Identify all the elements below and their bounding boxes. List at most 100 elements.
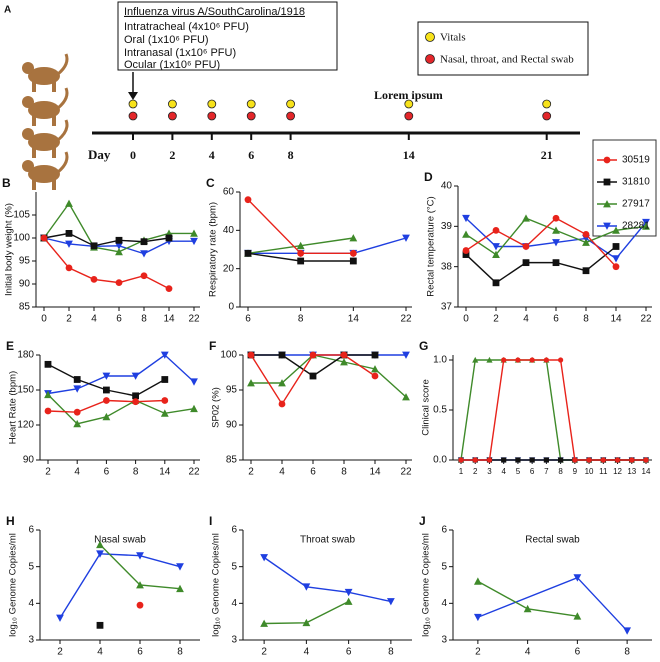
marker: [165, 234, 173, 242]
day-label: 4: [209, 148, 215, 162]
x-tick-label: 10: [585, 467, 594, 476]
marker: [309, 351, 317, 359]
series-line: [43, 237, 170, 290]
y-tick-label: 40: [223, 225, 235, 236]
x-tick-label: 14: [369, 467, 381, 478]
marker: [643, 457, 649, 463]
marker: [402, 234, 410, 242]
marker: [552, 259, 560, 267]
virus-label: Influenza virus A/SouthCarolina/1918: [124, 6, 305, 18]
x-tick-label: 22: [640, 314, 652, 325]
series-line: [43, 232, 170, 247]
x-tick-label: 14: [348, 314, 360, 325]
x-tick-label: 1: [459, 467, 464, 476]
swab-dot: [167, 111, 177, 121]
y-tick-label: 5: [231, 561, 237, 572]
vitals-dot: [246, 99, 256, 109]
marker: [102, 372, 111, 380]
marker: [65, 264, 73, 272]
route: Intranasal (1x10⁶ PFU): [124, 47, 236, 59]
marker: [612, 263, 620, 271]
marker: [161, 376, 169, 383]
marker: [190, 229, 198, 237]
x-tick-label: 22: [188, 467, 200, 478]
marker: [523, 604, 532, 613]
y-tick-label: 100: [13, 233, 30, 244]
marker: [344, 588, 353, 597]
x-tick-label: 13: [627, 467, 636, 476]
panel-letter: E: [6, 339, 14, 353]
marker: [344, 597, 353, 605]
x-tick-label: 2: [473, 467, 478, 476]
legend-label: 30519: [622, 155, 650, 166]
x-tick-label: 4: [74, 467, 80, 478]
monkeys: [22, 53, 69, 190]
series-line: [250, 354, 376, 406]
marker: [600, 457, 606, 463]
x-tick-label: 2: [66, 314, 72, 325]
marker: [44, 360, 52, 368]
legend-label: Nasal, throat, and Rectal swab: [440, 54, 574, 66]
marker: [612, 226, 620, 234]
swab-dot: [246, 111, 256, 121]
chart-title: Rectal swab: [525, 535, 580, 546]
marker: [371, 372, 379, 380]
x-tick-label: 8: [133, 467, 139, 478]
day-label: 2: [169, 148, 175, 162]
x-tick-label: 2: [475, 647, 481, 658]
series-line: [465, 217, 617, 268]
annotation: Lorem ipsum: [374, 88, 443, 102]
marker: [603, 200, 611, 208]
marker: [582, 231, 590, 238]
marker: [115, 279, 123, 287]
marker: [603, 222, 611, 230]
x-tick-label: 2: [261, 647, 267, 658]
day-label: 21: [541, 148, 553, 162]
x-tick-label: 0: [41, 314, 47, 325]
marker: [458, 457, 464, 463]
y-axis-label: log₁₀ Genome Copies/ml: [211, 533, 222, 637]
marker: [65, 240, 73, 248]
legend-label: Vitals: [440, 32, 466, 44]
timeline-legend: [417, 21, 589, 76]
x-tick-label: 14: [642, 467, 651, 476]
marker: [492, 279, 500, 287]
day-label: 14: [403, 148, 415, 162]
marker: [462, 247, 470, 254]
vitals-dot: [128, 99, 138, 109]
x-tick-label: 4: [304, 647, 310, 658]
marker: [73, 376, 81, 383]
x-tick-label: 8: [141, 314, 147, 325]
marker: [349, 249, 357, 257]
marker: [612, 255, 620, 263]
marker: [190, 378, 198, 386]
marker: [65, 230, 73, 237]
marker: [543, 357, 549, 363]
marker: [244, 249, 252, 257]
marker: [296, 241, 305, 250]
day-label: 6: [248, 148, 254, 162]
marker: [278, 379, 286, 387]
y-tick-label: 5: [28, 561, 34, 572]
series-line: [248, 237, 407, 255]
y-tick-label: 6: [28, 525, 34, 536]
marker: [543, 457, 549, 463]
marker: [247, 379, 255, 387]
marker: [90, 242, 98, 250]
x-tick-label: 8: [388, 647, 394, 658]
inoculation-box: [117, 1, 338, 71]
vitals-dot: [167, 99, 177, 109]
x-tick-label: 6: [346, 647, 352, 658]
y-tick-label: 0: [228, 302, 234, 313]
x-tick-label: 8: [298, 314, 304, 325]
y-axis-label: Heart Rate (bpm): [8, 371, 19, 444]
marker: [515, 457, 521, 463]
marker: [190, 237, 198, 246]
marker: [96, 621, 104, 629]
y-axis-label: Initial body weight (%): [4, 203, 15, 296]
y-tick-label: 100: [220, 350, 237, 361]
panel-letter: A: [4, 5, 11, 16]
y-tick-label: 5: [441, 561, 447, 572]
y-tick-label: 4: [28, 598, 34, 609]
marker: [115, 236, 123, 244]
